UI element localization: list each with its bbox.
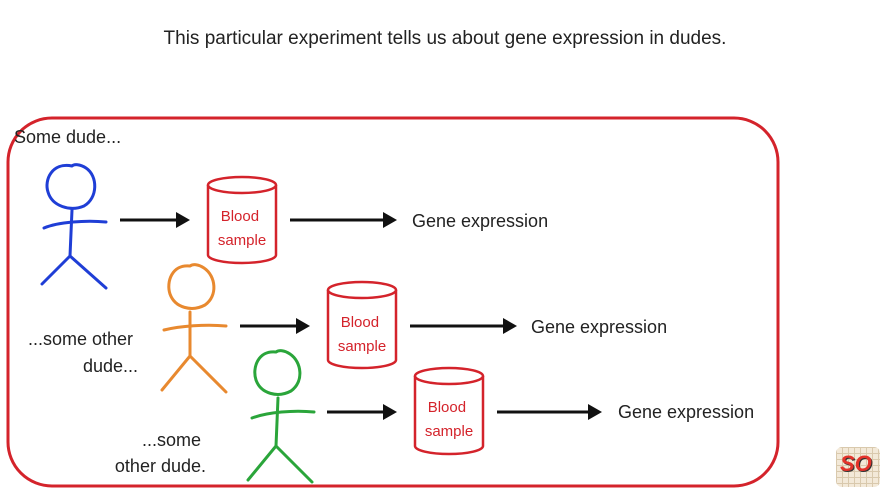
- arrow-to-sample-3: [327, 404, 397, 420]
- gene-expression-result-1: Gene expression: [412, 211, 548, 231]
- arrow-to-sample-2: [240, 318, 310, 334]
- stick-figure-blue-icon: [40, 163, 108, 290]
- row-2-label: ...some other dude...: [28, 329, 138, 376]
- channel-logo-text: SO: [840, 451, 872, 476]
- blood-sample-can-2: [326, 280, 398, 370]
- stick-figure-orange-icon: [160, 263, 228, 394]
- blood-sample-can-1: [206, 175, 278, 265]
- page-title: This particular experiment tells us abou…: [163, 28, 727, 49]
- gene-expression-result-3: Gene expression: [618, 402, 754, 422]
- row-3-label: ...some other dude.: [115, 430, 206, 476]
- stick-figure-green-icon: [246, 349, 316, 484]
- blood-sample-label-2: Blood sample: [338, 314, 386, 355]
- blood-sample-can-3: [413, 366, 485, 456]
- arrow-to-result-2: [410, 318, 517, 334]
- row-1: Some dude... Blood sample Gene expressio…: [14, 127, 548, 290]
- row-2: ...some other dude... Blood sample Gene …: [28, 263, 667, 394]
- blood-sample-label-1: Blood sample: [218, 208, 266, 249]
- arrow-to-sample-1: [120, 212, 190, 228]
- row-3: ...some other dude. Blood sample Gene ex…: [115, 349, 754, 484]
- gene-expression-result-2: Gene expression: [531, 317, 667, 337]
- arrow-to-result-1: [290, 212, 397, 228]
- blood-sample-label-3: Blood sample: [425, 399, 473, 440]
- row-1-label: Some dude...: [14, 127, 121, 147]
- experiment-frame: [6, 116, 780, 488]
- channel-logo-icon[interactable]: SO: [836, 447, 880, 487]
- arrow-to-result-3: [497, 404, 602, 420]
